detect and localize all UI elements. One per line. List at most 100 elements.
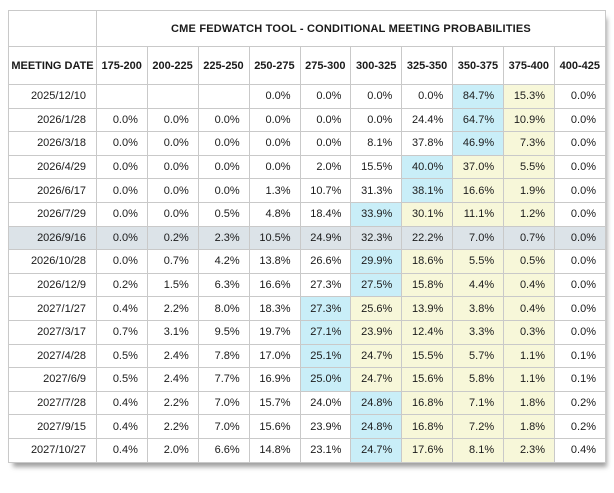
- rate-range-header: 300-325: [350, 46, 403, 85]
- meeting-row[interactable]: 2027/6/9 0.5% 2.4% 7.7% 16.9% 25.0% 24.7% 15.6%…: [8, 367, 606, 392]
- probability-cell: 18.3%: [248, 296, 301, 321]
- probability-cell: 14.8%: [248, 437, 301, 463]
- probability-cell: [197, 84, 250, 109]
- probability-cell: 7.3%: [503, 131, 556, 156]
- probability-cell: 46.9%: [452, 131, 505, 156]
- probability-cell: 0.0%: [96, 201, 148, 227]
- probability-cell: 0.0%: [197, 178, 250, 203]
- meeting-row[interactable]: 2027/3/17 0.7% 3.1% 9.5% 19.7% 27.1% 23.9% 12.4…: [8, 319, 606, 345]
- meeting-row[interactable]: 2026/12/9 0.2% 1.5% 6.3% 16.6% 27.3% 27.5% 15.8…: [8, 272, 606, 298]
- meeting-date-cell: 2027/3/17: [8, 319, 97, 345]
- probability-cell: 0.0%: [96, 131, 148, 156]
- probability-cell: [96, 84, 148, 109]
- probability-cell: 11.1%: [452, 201, 505, 227]
- probability-cell: 15.6%: [401, 367, 454, 392]
- rate-range-header: 250-275: [248, 46, 301, 85]
- probability-cell: 10.9%: [503, 107, 556, 133]
- probability-cell: 64.7%: [452, 107, 505, 133]
- title-row: CME FEDWATCH TOOL - CONDITIONAL MEETING …: [8, 10, 606, 47]
- probability-cell: 7.7%: [197, 367, 250, 392]
- meeting-row[interactable]: 2027/9/15 0.4% 2.2% 7.0% 15.6% 23.9% 24.8% 16.8…: [8, 414, 606, 439]
- probability-cell: 15.3%: [503, 84, 556, 109]
- meeting-row[interactable]: 2026/10/28 0.0% 0.7% 4.2% 13.8% 26.6% 29.9% 18.…: [8, 249, 606, 274]
- probability-cell: 0.0%: [248, 154, 301, 180]
- meeting-date-cell: 2027/7/28: [8, 390, 97, 416]
- meeting-row[interactable]: 2026/4/29 0.0% 0.0% 0.0% 0.0% 2.0% 15.5% 40.0% 3…: [8, 154, 606, 180]
- meeting-row[interactable]: 2026/7/29 0.0% 0.0% 0.5% 4.8% 18.4% 33.9% 30.1%…: [8, 201, 606, 227]
- probability-cell: 0.5%: [96, 343, 148, 369]
- probability-cell: 27.3%: [299, 296, 352, 321]
- meeting-row[interactable]: 2027/7/28 0.4% 2.2% 7.0% 15.7% 24.0% 24.8% 16.8…: [8, 390, 606, 416]
- probability-cell: 32.3%: [350, 225, 403, 251]
- probability-cell: 0.0%: [146, 178, 199, 203]
- probability-cell: 0.0%: [197, 154, 250, 180]
- probability-cell: 27.5%: [350, 272, 403, 298]
- meeting-row[interactable]: 2026/6/17 0.0% 0.0% 0.0% 1.3% 10.7% 31.3% 38.1%…: [8, 178, 606, 203]
- probability-cell: 23.9%: [350, 319, 403, 345]
- probability-cell: 0.0%: [146, 131, 199, 156]
- probability-cell: 26.6%: [299, 249, 352, 274]
- meeting-row[interactable]: 2026/3/18 0.0% 0.0% 0.0% 0.0% 0.0% 8.1% 37.8% 46…: [8, 131, 606, 156]
- table-title: CME FEDWATCH TOOL - CONDITIONAL MEETING …: [96, 10, 606, 47]
- probability-cell: 0.0%: [96, 107, 148, 133]
- probability-cell: 24.0%: [299, 390, 352, 416]
- probability-cell: 25.0%: [299, 367, 352, 392]
- probability-cell: 7.0%: [452, 225, 505, 251]
- probability-cell: 10.5%: [248, 225, 301, 251]
- rate-range-header: 175-200: [96, 46, 148, 85]
- meeting-row[interactable]: 2026/1/28 0.0% 0.0% 0.0% 0.0% 0.0% 0.0% 24.4% 64…: [8, 107, 606, 133]
- probability-cell: 24.9%: [299, 225, 352, 251]
- probability-cell: 4.8%: [248, 201, 301, 227]
- meeting-row[interactable]: 2027/1/27 0.4% 2.2% 8.0% 18.3% 27.3% 25.6% 13.9…: [8, 296, 606, 321]
- probability-cell: 24.4%: [401, 107, 454, 133]
- rate-range-header: 225-250: [197, 46, 250, 85]
- meeting-date-cell: 2027/4/28: [8, 343, 97, 369]
- probability-cell: 0.0%: [146, 201, 199, 227]
- meeting-date-cell: 2027/6/9: [8, 367, 97, 392]
- probability-cell: 24.8%: [350, 390, 403, 416]
- meeting-date-cell: 2026/12/9: [8, 272, 97, 298]
- meeting-row[interactable]: 2027/10/27 0.4% 2.0% 6.6% 14.8% 23.1% 24.7% 17.…: [8, 437, 606, 463]
- probability-cell: 7.1%: [452, 390, 505, 416]
- probability-cell: 3.1%: [146, 319, 199, 345]
- meeting-row[interactable]: 2027/4/28 0.5% 2.4% 7.8% 17.0% 25.1% 24.7% 15.5…: [8, 343, 606, 369]
- probability-cell: 17.0%: [248, 343, 301, 369]
- probability-cell: 0.0%: [197, 107, 250, 133]
- probability-cell: 12.4%: [401, 319, 454, 345]
- meeting-date-cell: 2026/1/28: [8, 107, 97, 133]
- probability-cell: 2.4%: [146, 367, 199, 392]
- rate-range-header: 200-225: [146, 46, 199, 85]
- probability-cell: [146, 84, 199, 109]
- probability-cell: 1.1%: [503, 367, 556, 392]
- probability-cell: 16.6%: [248, 272, 301, 298]
- probability-cell: 13.8%: [248, 249, 301, 274]
- probability-cell: 0.2%: [554, 414, 606, 439]
- probability-cell: 0.5%: [96, 367, 148, 392]
- meeting-row[interactable]: 2025/12/10 0.0% 0.0% 0.0% 0.0% 84.7% 15.3% 0.0%: [8, 84, 606, 109]
- probability-cell: 0.0%: [401, 84, 454, 109]
- probability-cell: 1.8%: [503, 414, 556, 439]
- probability-cell: 5.7%: [452, 343, 505, 369]
- probability-cell: 0.0%: [554, 201, 606, 227]
- probability-cell: 0.1%: [554, 343, 606, 369]
- probability-cell: 18.6%: [401, 249, 454, 274]
- meeting-date-cell: 2027/1/27: [8, 296, 97, 321]
- probability-cell: 2.2%: [146, 414, 199, 439]
- probability-cell: 1.3%: [248, 178, 301, 203]
- probability-cell: 5.8%: [452, 367, 505, 392]
- meeting-date-cell: 2026/3/18: [8, 131, 97, 156]
- column-header-row: MEETING DATE 175-200 200-225 225-250 250-27…: [8, 46, 606, 85]
- meeting-row[interactable]: 2026/9/16 0.0% 0.2% 2.3% 10.5% 24.9% 32.3% 22.2…: [8, 225, 606, 251]
- probability-cell: 25.6%: [350, 296, 403, 321]
- probability-cell: 16.9%: [248, 367, 301, 392]
- probability-cell: 18.4%: [299, 201, 352, 227]
- probability-cell: 7.8%: [197, 343, 250, 369]
- probability-cell: 0.4%: [503, 296, 556, 321]
- probability-cell: 22.2%: [401, 225, 454, 251]
- probability-cell: 8.1%: [350, 131, 403, 156]
- probability-cell: 23.9%: [299, 414, 352, 439]
- probability-cell: 1.9%: [503, 178, 556, 203]
- probability-cell: 33.9%: [350, 201, 403, 227]
- rate-range-header: 400-425: [554, 46, 606, 85]
- probability-cell: 0.0%: [554, 84, 606, 109]
